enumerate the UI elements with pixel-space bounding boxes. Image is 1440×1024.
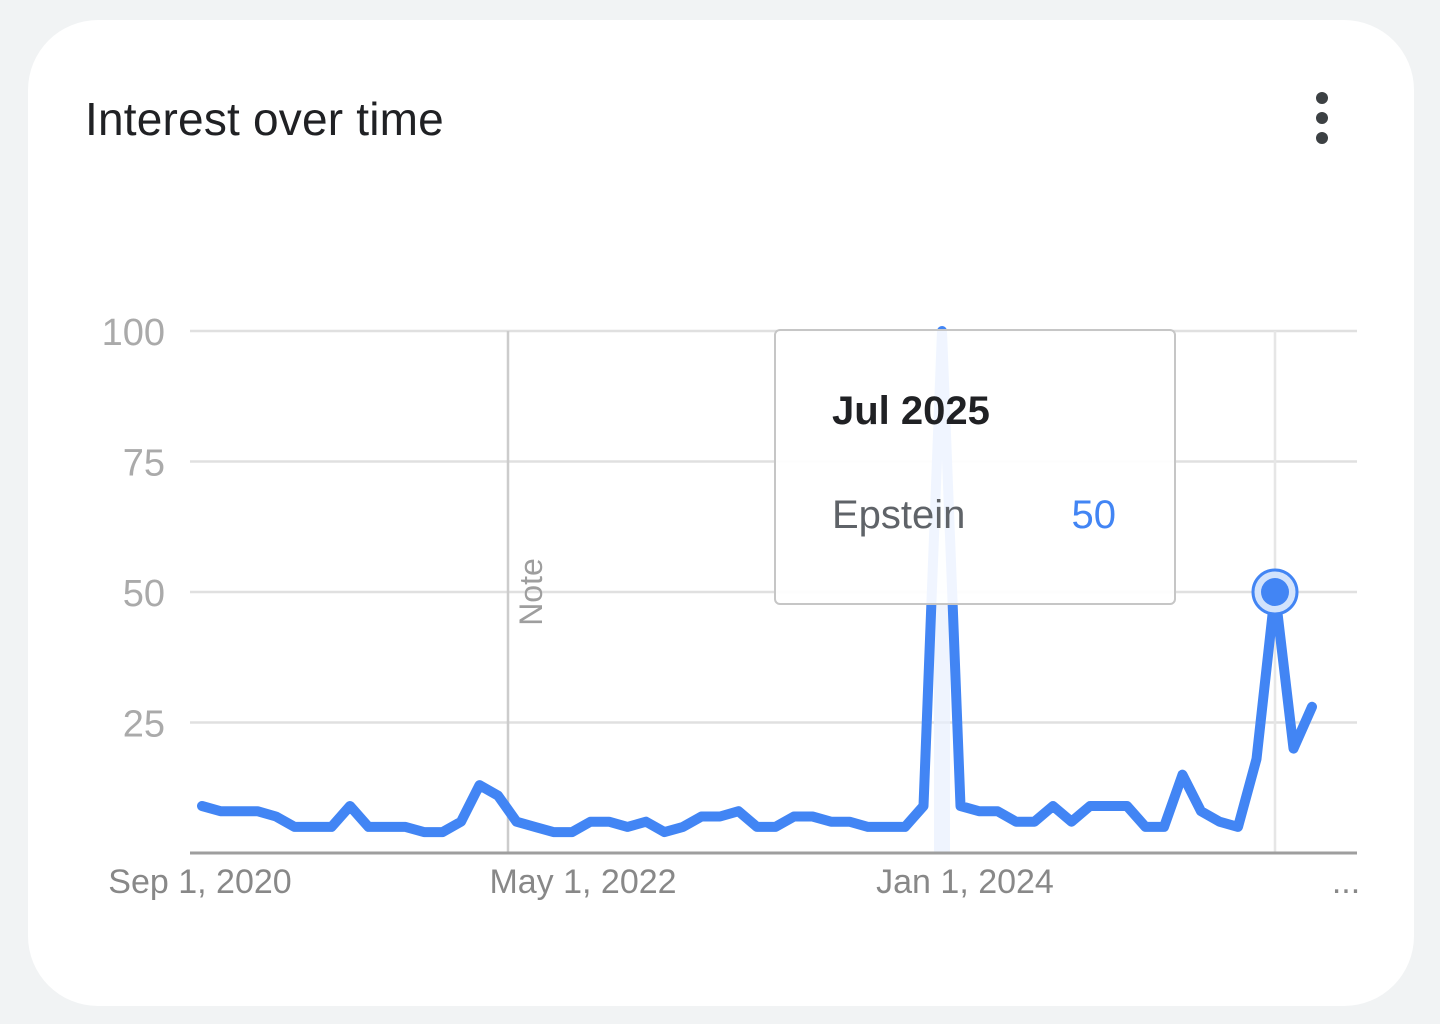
more-vert-icon-dot <box>1316 112 1328 124</box>
tooltip-term: Epstein <box>832 493 966 537</box>
x-tick-label: May 1, 2022 <box>489 863 676 901</box>
y-tick-label: 50 <box>123 573 165 615</box>
x-tick-label: ... <box>1332 863 1360 901</box>
series-line-epstein[interactable] <box>197 326 1317 838</box>
tooltip-date: Jul 2025 <box>832 389 990 433</box>
more-options-button[interactable] <box>1302 90 1342 146</box>
note-annotation-label[interactable]: Note <box>513 558 549 626</box>
y-tick-label: 100 <box>102 312 165 354</box>
tooltip-value: 50 <box>1071 493 1117 537</box>
card-title: Interest over time <box>85 93 444 145</box>
more-vert-icon-dot <box>1316 132 1328 144</box>
x-tick-label: Sep 1, 2020 <box>108 863 291 901</box>
x-tick-label: Jan 1, 2024 <box>876 863 1054 901</box>
more-vert-icon <box>1316 92 1328 104</box>
y-tick-label: 75 <box>123 443 165 485</box>
hover-point-marker[interactable] <box>1261 578 1289 606</box>
chart-tooltip: Jul 2025 Epstein 50 <box>774 329 1176 605</box>
interest-over-time-card: Interest over time <box>28 20 1414 1006</box>
y-tick-label: 25 <box>123 704 165 746</box>
